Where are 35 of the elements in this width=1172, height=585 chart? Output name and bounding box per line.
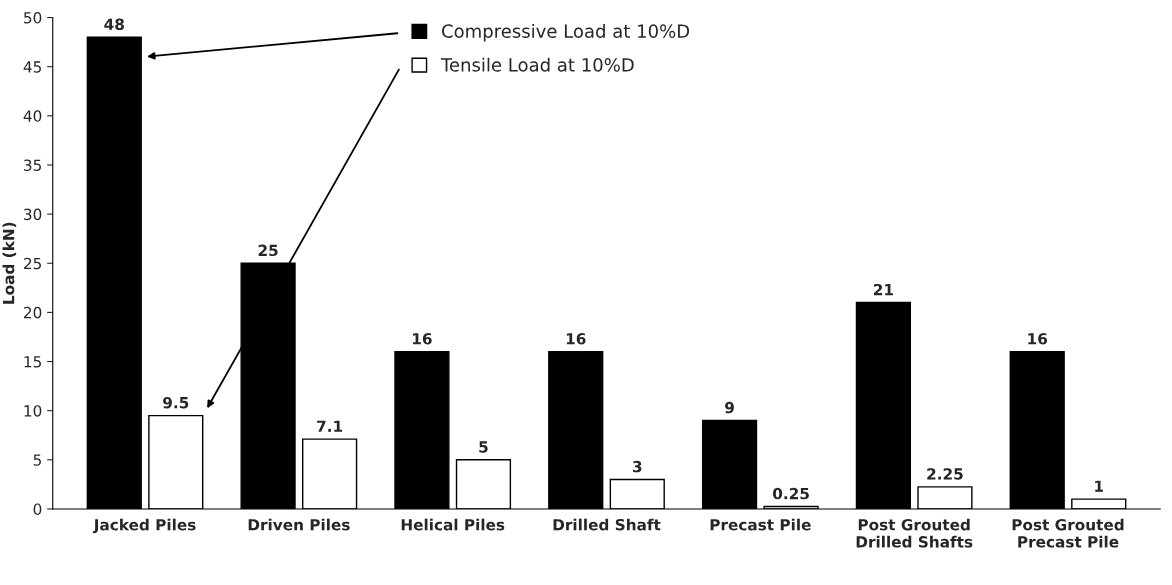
x-tick-label: Post Grouted Drilled Shafts (856, 518, 973, 548)
y-tick-label: 40 (23, 110, 42, 122)
y-tick-label: 10 (24, 405, 42, 417)
legend-label: Tensile Load at 10%D (440, 57, 634, 72)
y-tick-label: 5 (33, 454, 41, 466)
data-label: 9.5 (163, 396, 189, 409)
x-tick-label: Jacked Piles (92, 518, 196, 534)
data-label: 0.25 (772, 487, 809, 500)
data-label: 16 (566, 333, 586, 345)
x-tick-label: Drilled Shaft (553, 518, 661, 531)
data-label: 16 (413, 333, 432, 345)
data-label: 48 (104, 18, 124, 31)
data-label: 3 (632, 460, 642, 473)
y-axis-title: Load (kN) (2, 222, 17, 304)
data-label: 1 (1095, 480, 1104, 492)
y-tick-label: 50 (24, 12, 42, 24)
data-label: 7.1 (317, 420, 343, 432)
y-tick-label: 25 (24, 257, 41, 270)
data-label: 5 (479, 441, 488, 453)
x-tick-label: Helical Piles (401, 518, 505, 531)
y-tick-label: 15 (24, 356, 41, 368)
x-tick-label: Driven Piles (248, 518, 350, 531)
data-label: 9 (725, 401, 734, 414)
x-tick-label: Post Grouted Precast Pile (1012, 518, 1124, 548)
y-tick-label: 0 (33, 503, 42, 515)
legend-label: Compressive Load at 10%D (442, 23, 690, 42)
data-label: 2.25 (927, 468, 963, 480)
y-tick-label: 20 (24, 306, 42, 319)
x-tick-label: Precast Pile (710, 518, 811, 531)
data-label: 25 (258, 244, 278, 257)
y-tick-label: 35 (24, 159, 41, 171)
y-tick-label: 30 (24, 208, 42, 221)
data-label: 16 (1028, 333, 1048, 345)
data-label: 21 (873, 283, 893, 296)
y-tick-label: 45 (23, 61, 41, 73)
